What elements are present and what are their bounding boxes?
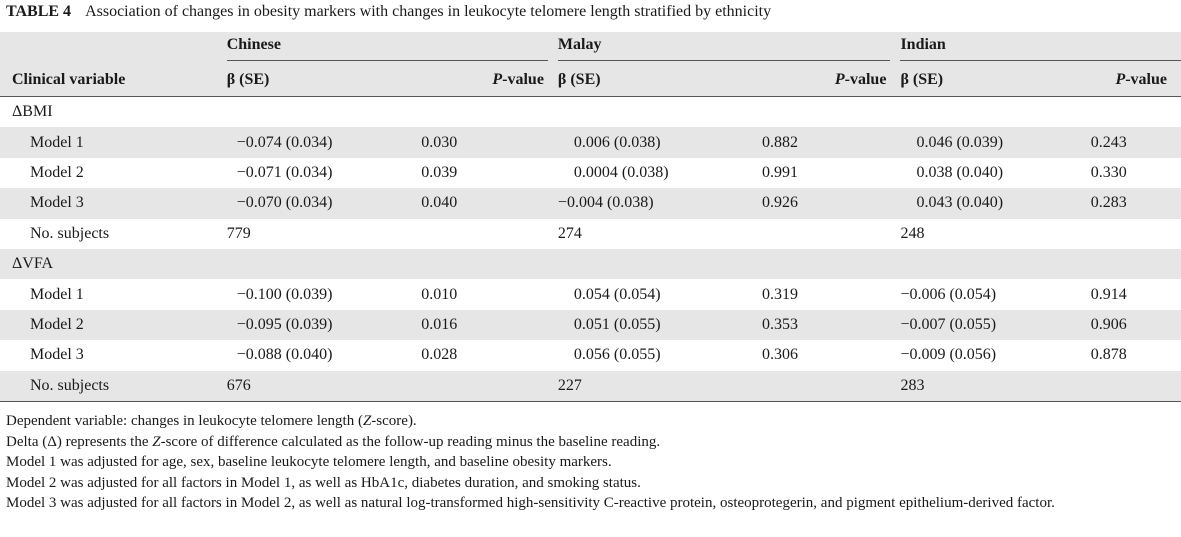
table-caption: TABLE 4 Association of changes in obesity… — [6, 2, 771, 22]
subjects-row: No. subjects 779 274 248 — [30, 224, 925, 242]
column-header-row: Clinical variable β (SE) P-value β (SE) … — [0, 64, 1181, 97]
group-chinese: Chinese — [226, 35, 548, 61]
section-row-vfa: ΔVFA — [0, 248, 1181, 280]
table-title: Association of changes in obesity marker… — [85, 3, 772, 20]
table-footnotes: Dependent variable: changes in leukocyte… — [6, 411, 1176, 514]
table-row: Model 2 −0.071 (0.034) 0.039 0.0004 (0.0… — [30, 163, 1127, 181]
footnote-delta: Delta (Δ) represents the Z-score of diff… — [6, 433, 661, 450]
table-row: Model 3 −0.070 (0.034) 0.040 −0.004 (0.0… — [0, 188, 1181, 219]
group-header-row: Chinese Malay Indian — [0, 32, 1181, 64]
group-indian: Indian — [900, 35, 1181, 61]
footnote-model-3: Model 3 was adjusted for all factors in … — [6, 495, 1055, 512]
header-p-indian: P-value — [1115, 71, 1167, 88]
header-beta-indian: β (SE) — [900, 71, 944, 88]
header-clinical-variable: Clinical variable — [12, 71, 126, 88]
group-malay: Malay — [557, 35, 891, 61]
data-table: Chinese Malay Indian Clinical variable β… — [0, 32, 1181, 402]
section-title: ΔVFA — [12, 255, 54, 273]
header-beta-malay: β (SE) — [557, 71, 601, 88]
table-row: Model 1 −0.074 (0.034) 0.030 0.006 (0.03… — [0, 127, 1181, 158]
table-row: Model 2 −0.095 (0.039) 0.016 0.051 (0.05… — [0, 309, 1181, 341]
footnote-model-1: Model 1 was adjusted for age, sex, basel… — [6, 454, 612, 471]
table-row: Model 3 −0.088 (0.040) 0.028 0.056 (0.05… — [30, 346, 1127, 364]
table-number: TABLE 4 — [6, 3, 72, 20]
section-title: ΔBMI — [12, 103, 53, 121]
section-row-bmi: ΔBMI — [0, 97, 1181, 128]
header-p-malay: P-value — [834, 71, 887, 88]
header-p-chinese: P-value — [492, 71, 544, 88]
footnote-dependent-variable: Dependent variable: changes in leukocyte… — [6, 413, 417, 429]
footnote-model-2: Model 2 was adjusted for all factors in … — [6, 474, 641, 491]
table-row: Model 1 −0.100 (0.039) 0.010 0.054 (0.05… — [30, 285, 1127, 303]
header-beta-chinese: β (SE) — [226, 71, 270, 88]
subjects-row: No. subjects 676 227 283 — [0, 370, 1181, 402]
